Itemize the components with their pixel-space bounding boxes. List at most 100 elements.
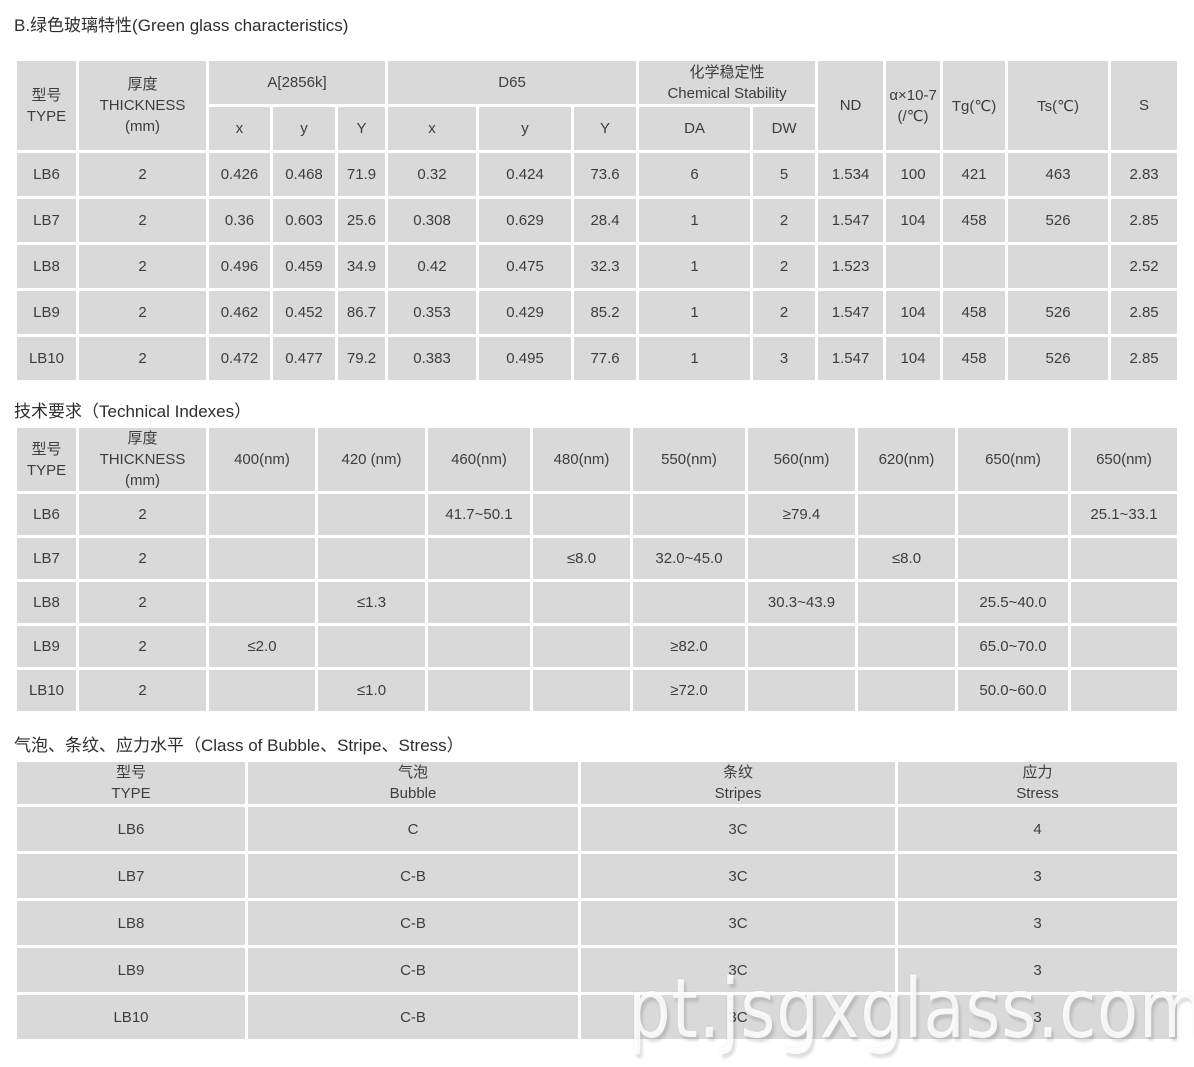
table-cell — [1071, 626, 1177, 667]
col-header-thickness: 厚度 THICKNESS (mm) — [79, 61, 206, 150]
table-cell: 0.459 — [273, 245, 335, 288]
table-cell: 2 — [79, 582, 206, 623]
row-type-cell: LB7 — [17, 199, 76, 242]
table-cell — [886, 245, 941, 288]
table-cell: 0.36 — [209, 199, 270, 242]
table-cell — [858, 582, 955, 623]
col-header-chemical-stability: 化学稳定性 Chemical Stability — [639, 61, 816, 104]
table-cell: 2 — [79, 494, 206, 535]
table-cell: 71.9 — [338, 153, 386, 196]
col-header-650nm: 650(nm) — [958, 428, 1068, 491]
col-header-stress: 应力 Stress — [898, 762, 1177, 804]
table-cell: 34.9 — [338, 245, 386, 288]
table-cell — [533, 626, 630, 667]
table-row: LB6 2 0.426 0.468 71.9 0.32 0.424 73.6 6 5 1.534 10… — [17, 153, 1178, 196]
table-cell — [748, 670, 855, 711]
table-cell: 2 — [79, 199, 206, 242]
table-cell — [533, 494, 630, 535]
technical-indexes-table: 型号 TYPE 厚度 THICKNESS (mm) 400(nm) 420 (n… — [14, 425, 1180, 714]
col-header-dw: DW — [753, 107, 816, 150]
table-cell: 0.472 — [209, 337, 270, 380]
table-cell — [428, 582, 530, 623]
bubble-stripe-stress-table: 型号 TYPE 气泡 Bubble 条纹 Stripes 应力 Stress L… — [14, 759, 1180, 1042]
table-cell: ≤8.0 — [533, 538, 630, 579]
table-cell: 0.32 — [388, 153, 477, 196]
table-cell: 32.0~45.0 — [633, 538, 745, 579]
table-row: LB10 2 0.472 0.477 79.2 0.383 0.495 77.6 1 3 1.547… — [17, 337, 1178, 380]
table-cell: 1 — [639, 337, 751, 380]
table-cell: 1 — [639, 245, 751, 288]
table-cell: 2 — [79, 538, 206, 579]
table-cell — [748, 626, 855, 667]
table-cell: 3 — [898, 948, 1177, 992]
col-header-d65: D65 — [388, 61, 637, 104]
table-cell: 3 — [753, 337, 816, 380]
table-row: LB9 2 ≤2.0 ≥82.0 65.0~70.0 — [17, 626, 1177, 667]
table-cell: ≤1.0 — [318, 670, 425, 711]
table-cell: 30.3~43.9 — [748, 582, 855, 623]
table-cell: 3 — [898, 901, 1177, 945]
table-cell: 86.7 — [338, 291, 386, 334]
table-cell: 2 — [753, 245, 816, 288]
col-header-ts: Ts(℃) — [1008, 61, 1109, 150]
table-cell — [858, 670, 955, 711]
table-cell: 65.0~70.0 — [958, 626, 1068, 667]
col-header-480nm: 480(nm) — [533, 428, 630, 491]
table-row: LB8 C-B 3C 3 — [17, 901, 1177, 945]
table-cell: 3 — [898, 995, 1177, 1039]
table-cell — [958, 494, 1068, 535]
table-cell — [318, 494, 425, 535]
table-cell: 79.2 — [338, 337, 386, 380]
table-cell: 3C — [581, 901, 895, 945]
row-type-cell: LB7 — [17, 854, 245, 898]
section1-title: B.绿色玻璃特性(Green glass characteristics) — [14, 16, 349, 35]
table-row: LB10 C-B 3C 3 — [17, 995, 1177, 1039]
table-cell: 1.547 — [818, 337, 884, 380]
table-row: LB7 2 ≤8.0 32.0~45.0 ≤8.0 — [17, 538, 1177, 579]
col-header-a-x: x — [209, 107, 270, 150]
table-cell: 25.1~33.1 — [1071, 494, 1177, 535]
table-cell: 3C — [581, 995, 895, 1039]
table-cell: 2.52 — [1111, 245, 1178, 288]
table-cell: 2.83 — [1111, 153, 1178, 196]
row-type-cell: LB8 — [17, 245, 76, 288]
table-cell — [748, 538, 855, 579]
table-cell — [428, 670, 530, 711]
table-cell: 0.424 — [479, 153, 572, 196]
table-cell: ≤1.3 — [318, 582, 425, 623]
table-cell: 73.6 — [574, 153, 637, 196]
row-type-cell: LB6 — [17, 494, 76, 535]
table-cell: 0.353 — [388, 291, 477, 334]
row-type-cell: LB10 — [17, 337, 76, 380]
table-cell: 0.475 — [479, 245, 572, 288]
table-cell — [958, 538, 1068, 579]
table-cell: 1.534 — [818, 153, 884, 196]
table-cell: 3C — [581, 854, 895, 898]
table-cell: 0.429 — [479, 291, 572, 334]
table-cell: C-B — [248, 948, 578, 992]
table-cell — [633, 582, 745, 623]
col-header-a-y: y — [273, 107, 335, 150]
table-cell: 104 — [886, 291, 941, 334]
row-type-cell: LB6 — [17, 153, 76, 196]
table-cell: 526 — [1008, 291, 1109, 334]
table-cell: 25.6 — [338, 199, 386, 242]
col-header-da: DA — [639, 107, 751, 150]
row-type-cell: LB9 — [17, 948, 245, 992]
table-cell: 0.426 — [209, 153, 270, 196]
table-cell — [533, 582, 630, 623]
table-cell: 2 — [753, 291, 816, 334]
table-cell: ≥72.0 — [633, 670, 745, 711]
table-cell — [318, 626, 425, 667]
col-header-s: S — [1111, 61, 1178, 150]
col-header-nd: ND — [818, 61, 884, 150]
table-cell: 0.629 — [479, 199, 572, 242]
table-cell — [318, 538, 425, 579]
table-row: LB6 C 3C 4 — [17, 807, 1177, 851]
table-cell: 2 — [79, 337, 206, 380]
table-cell: 0.308 — [388, 199, 477, 242]
table-cell: 0.496 — [209, 245, 270, 288]
table-cell: 463 — [1008, 153, 1109, 196]
table-row: LB9 2 0.462 0.452 86.7 0.353 0.429 85.2 1 2 1.547 1… — [17, 291, 1178, 334]
col-header-400nm: 400(nm) — [209, 428, 315, 491]
